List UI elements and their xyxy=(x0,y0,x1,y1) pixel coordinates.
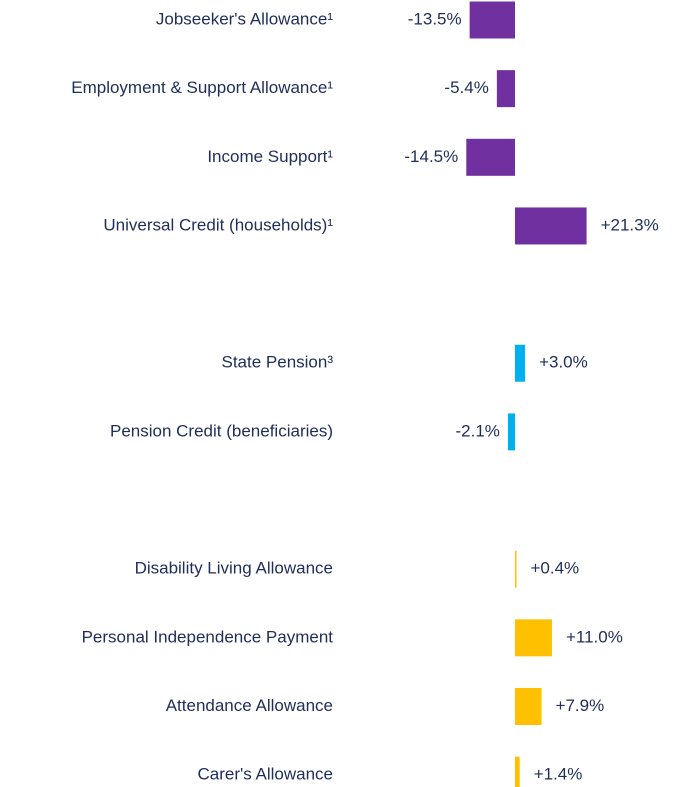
value-label: +3.0% xyxy=(539,353,588,372)
bar xyxy=(515,619,552,657)
value-label: +7.9% xyxy=(556,696,605,715)
value-label: -13.5% xyxy=(408,9,462,28)
category-label: State Pension³ xyxy=(221,353,333,372)
bar xyxy=(515,207,587,245)
value-label: -2.1% xyxy=(456,421,500,440)
category-label: Carer's Allowance xyxy=(197,765,333,784)
bar xyxy=(466,138,515,176)
value-label: -5.4% xyxy=(444,78,488,97)
category-label: Disability Living Allowance xyxy=(135,559,333,578)
bar xyxy=(515,756,520,787)
bar xyxy=(515,688,542,725)
bar xyxy=(496,70,515,108)
value-label: +1.4% xyxy=(534,765,583,784)
bar xyxy=(515,550,517,588)
category-label: Universal Credit (households)¹ xyxy=(103,215,333,234)
category-label: Attendance Allowance xyxy=(166,696,333,715)
value-label: +21.3% xyxy=(601,215,659,234)
category-label: Pension Credit (beneficiaries) xyxy=(110,421,333,440)
bar xyxy=(507,413,515,451)
category-label: Employment & Support Allowance¹ xyxy=(71,78,333,97)
bar xyxy=(469,1,515,39)
category-label: Income Support¹ xyxy=(207,147,333,166)
category-label: Personal Independence Payment xyxy=(82,627,334,646)
bar xyxy=(515,344,526,382)
value-label: -14.5% xyxy=(404,147,458,166)
category-label: Jobseeker's Allowance¹ xyxy=(156,9,333,28)
value-label: +11.0% xyxy=(566,627,623,646)
value-label: +0.4% xyxy=(531,559,580,578)
